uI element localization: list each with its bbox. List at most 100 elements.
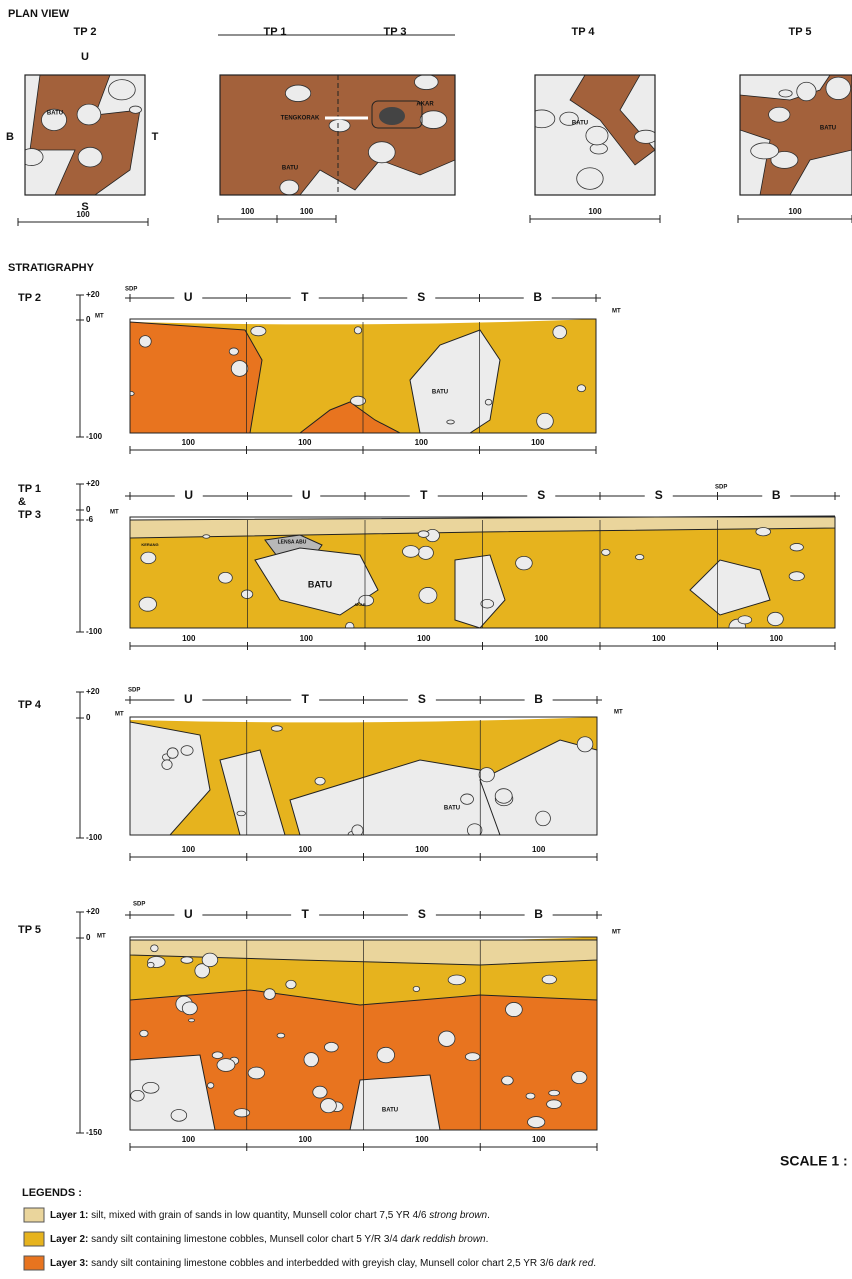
direction-label: T	[420, 488, 428, 502]
stone	[417, 545, 434, 560]
direction-label: S	[418, 692, 426, 706]
stone	[634, 129, 655, 144]
plan-label: AKAR	[416, 102, 434, 108]
stone	[276, 1032, 286, 1039]
stone	[350, 395, 366, 406]
stone	[108, 79, 136, 101]
stratigraphy-title: STRATIGRAPHY	[8, 262, 95, 274]
legend-title: LEGENDS :	[22, 1187, 82, 1199]
layer-3	[130, 321, 263, 433]
legend-desc: sandy silt containing limestone cobbles,…	[88, 1234, 400, 1245]
direction-bg	[527, 489, 556, 503]
direction-bg	[292, 489, 321, 503]
scale-number: 100	[415, 1135, 429, 1144]
stone	[778, 89, 793, 98]
stone	[270, 725, 283, 732]
big-stone	[130, 1054, 216, 1130]
stone	[418, 587, 438, 604]
profile-label: TP 2	[18, 292, 41, 304]
scale-number: 100	[298, 438, 312, 447]
depth-label: +20	[86, 479, 100, 488]
plan-label: T	[152, 131, 159, 143]
legend-name: Layer 2:	[50, 1234, 88, 1245]
stone	[414, 75, 439, 90]
datum-label: MT	[95, 314, 104, 320]
stone	[358, 594, 375, 607]
direction-bg	[409, 489, 438, 503]
profile-label: TP 5	[18, 924, 41, 936]
scale-number: 100	[182, 1135, 196, 1144]
legend-text: Layer 1: silt, mixed with grain of sands…	[50, 1210, 490, 1221]
legend-name: Layer 3:	[50, 1258, 88, 1269]
stone	[768, 106, 791, 123]
stone	[181, 1001, 198, 1016]
scale-number: 100	[652, 634, 666, 643]
direction-bg	[291, 693, 320, 707]
datum-label: MT	[97, 934, 106, 940]
stone	[770, 151, 799, 169]
scale-number: 100	[788, 207, 802, 216]
plan-label: BATU	[572, 121, 588, 127]
legend-emphasis: strong brown	[429, 1210, 487, 1221]
stone	[789, 543, 804, 552]
depth-label: -6	[86, 515, 94, 524]
scale-number: 100	[182, 845, 196, 854]
direction-bg	[174, 908, 203, 922]
stone	[218, 571, 233, 584]
scale-number: 100	[535, 634, 549, 643]
scale-number: 100	[182, 634, 196, 643]
legend-end: .	[593, 1258, 596, 1269]
legend-emphasis: dark red	[557, 1258, 594, 1269]
stone	[284, 84, 312, 102]
stone	[233, 1108, 251, 1118]
legend-swatch	[23, 1207, 45, 1223]
stone	[515, 555, 533, 571]
stone	[755, 527, 771, 537]
plan-header: TP 2	[73, 26, 96, 38]
datum-label: SDP	[715, 485, 727, 491]
direction-label: U	[184, 907, 193, 921]
legend-swatch	[23, 1231, 45, 1247]
plan-header: TP 1	[263, 26, 286, 38]
stone	[303, 1052, 319, 1068]
stone	[353, 326, 363, 335]
section-note: BATU	[308, 579, 332, 589]
stone	[188, 1018, 195, 1023]
plan-label: S	[81, 201, 88, 213]
stone	[138, 596, 157, 612]
stone	[376, 1046, 395, 1064]
stone	[535, 109, 556, 129]
plan-label: BATU	[820, 126, 836, 132]
profile-label: TP 4	[18, 699, 42, 711]
scale-number: 100	[532, 845, 546, 854]
scale-number: 100	[76, 210, 90, 219]
datum-label: MT	[614, 710, 623, 716]
direction-label: B	[772, 488, 781, 502]
depth-label: +20	[86, 907, 100, 916]
direction-label: U	[184, 290, 193, 304]
datum-label: MT	[612, 309, 621, 315]
stone	[230, 360, 249, 377]
plan-box	[24, 74, 146, 196]
plan-soil	[29, 75, 141, 195]
depth-label: -100	[86, 627, 103, 636]
stone	[571, 1070, 588, 1085]
stone	[166, 747, 179, 759]
stone	[585, 125, 609, 146]
profile-label: TP 3	[18, 509, 41, 521]
stone	[250, 325, 267, 337]
plan-view-title: PLAN VIEW	[8, 8, 70, 20]
legend-text: Layer 2: sandy silt containing limestone…	[50, 1234, 488, 1245]
depth-label: 0	[86, 505, 91, 514]
direction-label: U	[184, 488, 193, 502]
stone	[438, 1030, 456, 1047]
stone	[140, 551, 157, 565]
section-note: BATU	[444, 806, 460, 812]
plan-header: TP 5	[788, 26, 811, 38]
datum-label: MT	[115, 712, 124, 718]
direction-bg	[174, 291, 203, 305]
scale-number: 100	[298, 845, 312, 854]
big-stone	[689, 559, 771, 616]
profile-label: &	[18, 496, 26, 508]
layer-3	[299, 401, 401, 433]
